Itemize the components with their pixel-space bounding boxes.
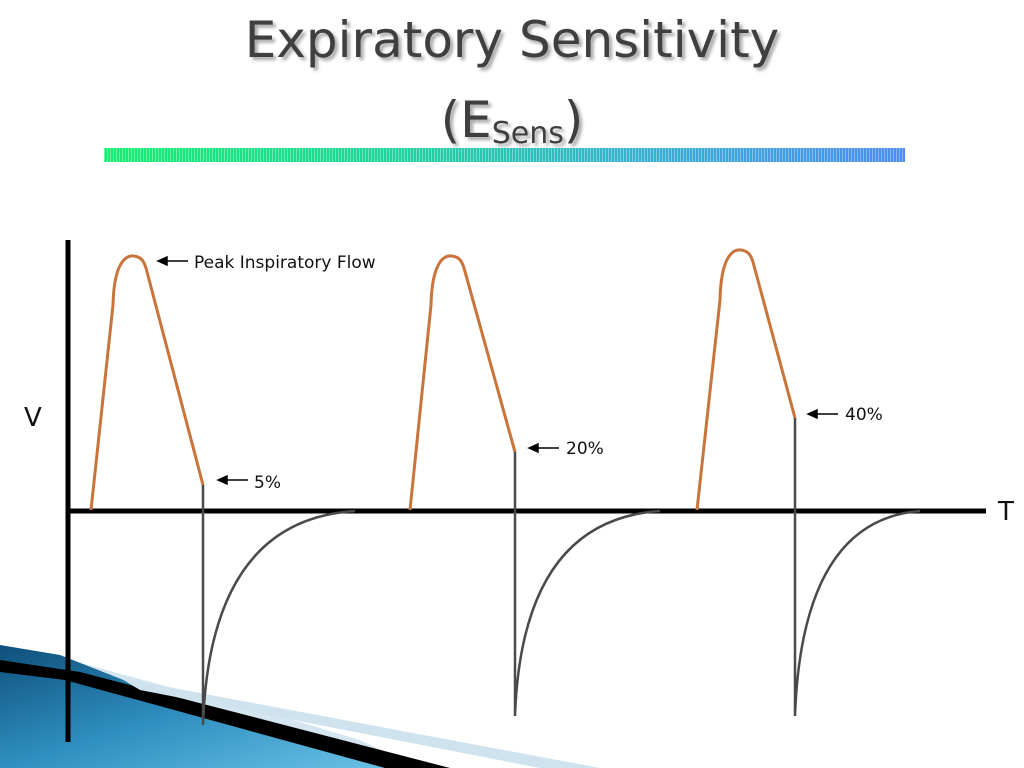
subtitle-subscript: Sens (491, 116, 564, 151)
corner-swoosh-decoration (0, 645, 600, 768)
expiratory-curve-3 (793, 418, 921, 717)
title-underline-gradient-bar (104, 148, 905, 162)
slide-subtitle: (ESens) (0, 92, 1024, 156)
threshold-label-5: 5% (254, 473, 281, 493)
inspiratory-curve-2 (408, 254, 517, 511)
peak-inspiratory-flow-label: Peak Inspiratory Flow (194, 253, 376, 273)
threshold-arrow-icon-40 (806, 408, 838, 420)
y-axis-label: V (24, 403, 42, 433)
expiratory-curve-2 (513, 452, 661, 717)
slide-title: Expiratory Sensitivity (0, 12, 1024, 68)
threshold-label-20: 20% (566, 439, 604, 459)
peak-arrow-icon (156, 255, 188, 267)
inspiratory-curve-1 (89, 254, 205, 511)
expiratory-curve-1 (201, 485, 356, 726)
threshold-arrow-icon-20 (527, 442, 559, 454)
threshold-label-40: 40% (845, 405, 883, 425)
subtitle-close: ) (563, 91, 584, 149)
threshold-arrow-icon-5 (216, 474, 248, 486)
subtitle-open: (E (440, 91, 492, 149)
inspiratory-curve-3 (695, 248, 797, 511)
x-axis-label: T (997, 497, 1014, 527)
slide-title-text: Expiratory Sensitivity (244, 11, 780, 69)
